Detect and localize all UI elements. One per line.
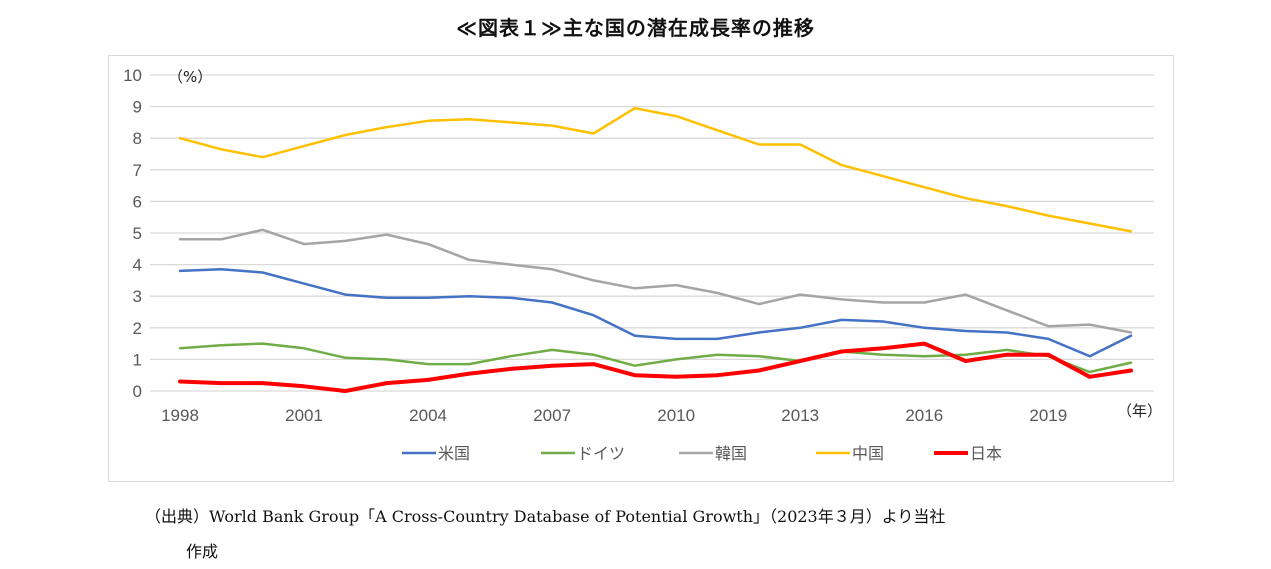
series-lines	[178, 106, 1133, 393]
legend-item: 中国	[816, 444, 884, 463]
x-axis-ticks: 1998 2001 2004 2007 2010 2013 2016 2019	[161, 406, 1067, 425]
legend-item: ドイツ	[541, 444, 625, 463]
y-tick-label: 8	[133, 129, 142, 148]
series-line-米国	[178, 268, 1133, 358]
x-tick-label: 2010	[657, 406, 695, 425]
y-tick-label: 0	[133, 382, 142, 401]
series-line-中国	[178, 106, 1133, 233]
x-tick-label: 2007	[533, 406, 571, 425]
y-tick-label: 2	[133, 319, 142, 338]
legend-label: ドイツ	[577, 444, 625, 463]
x-tick-label: 2019	[1029, 406, 1067, 425]
x-tick-label: 2001	[285, 406, 323, 425]
y-tick-label: 1	[133, 350, 142, 369]
source-note-continued: 作成	[186, 542, 219, 561]
y-tick-label: 10	[123, 66, 142, 85]
series-line-韓国	[178, 228, 1133, 334]
y-tick-label: 4	[133, 256, 142, 275]
y-tick-label: 5	[133, 224, 142, 243]
legend: 米国 ドイツ 韓国 中国 日本	[402, 444, 1002, 463]
x-tick-label: 2016	[905, 406, 943, 425]
legend-item: 米国	[402, 444, 470, 463]
legend-label: 韓国	[715, 444, 747, 463]
chart-frame	[108, 55, 1174, 482]
series-line-日本	[178, 341, 1133, 393]
y-axis-unit: （%）	[168, 68, 212, 86]
x-axis-unit: （年）	[1117, 402, 1162, 420]
legend-label: 米国	[438, 444, 470, 463]
x-tick-label: 2004	[409, 406, 447, 425]
gridlines	[150, 74, 1154, 392]
y-tick-label: 7	[133, 161, 142, 180]
legend-item: 日本	[934, 444, 1002, 463]
chart-title: ≪図表１≫主な国の潜在成長率の推移	[456, 16, 815, 40]
legend-label: 中国	[852, 444, 884, 463]
y-tick-label: 3	[133, 287, 142, 306]
legend-label: 日本	[970, 444, 1002, 463]
y-tick-label: 9	[133, 98, 142, 117]
x-tick-label: 2013	[781, 406, 819, 425]
y-axis-ticks: 0 1 2 3 4 5 6 7 8 9 10	[123, 66, 142, 401]
x-tick-label: 1998	[161, 406, 199, 425]
legend-item: 韓国	[679, 444, 747, 463]
source-note: （出典）World Bank Group「A Cross-Country Dat…	[145, 507, 946, 526]
series-line-ドイツ	[178, 342, 1133, 374]
y-tick-label: 6	[133, 192, 142, 211]
